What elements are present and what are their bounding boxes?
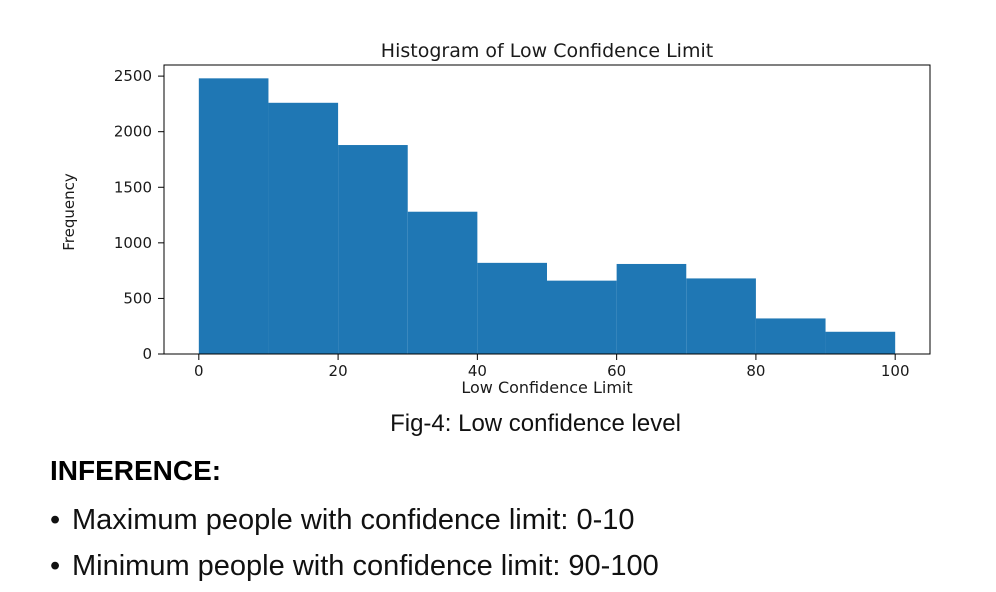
y-tick-label: 1500	[114, 178, 152, 196]
x-tick-label: 100	[881, 362, 910, 380]
y-axis-ticks: 0 500 1000 1500 2000 2500	[114, 67, 164, 363]
y-tick-label: 0	[142, 345, 152, 363]
inference-text: Maximum people with confidence limit: 0-…	[72, 504, 635, 536]
histogram-bars	[198, 78, 896, 355]
inference-text: Minimum people with confidence limit: 90…	[72, 550, 659, 582]
y-axis-label: Frequency	[60, 173, 78, 251]
histogram-bar	[547, 280, 617, 354]
x-tick-label: 0	[194, 362, 204, 380]
chart-title: Histogram of Low Confidence Limit	[381, 40, 713, 62]
histogram-bar	[616, 263, 687, 354]
bullet-glyph: •	[50, 550, 61, 582]
histogram-bar	[268, 102, 339, 355]
histogram-bar	[407, 211, 478, 354]
histogram-bar	[686, 278, 756, 354]
plot-frame	[163, 64, 931, 355]
histogram-bar	[825, 331, 896, 354]
figure-caption: Fig-4: Low confidence level	[390, 410, 681, 437]
x-tick-label: 40	[468, 362, 487, 380]
bullet-glyph: •	[50, 504, 61, 536]
y-tick-label: 2000	[114, 123, 152, 141]
y-tick-label: 2500	[114, 67, 152, 85]
histogram-bar	[338, 145, 408, 354]
y-tick-label: 500	[123, 289, 152, 307]
y-tick-label: 1000	[114, 234, 152, 252]
inference-item-minimum: • Minimum people with confidence limit: 9…	[50, 546, 659, 592]
inference-item-maximum: • Maximum people with confidence limit: 0…	[50, 500, 659, 546]
x-axis-ticks: 0 20 40 60 80 100	[194, 354, 910, 380]
x-tick-label: 60	[607, 362, 626, 380]
x-tick-label: 80	[746, 362, 765, 380]
histogram-chart: Histogram of Low Confidence Limit Freque…	[60, 40, 931, 397]
histogram-bar	[198, 78, 269, 354]
x-tick-label: 20	[329, 362, 348, 380]
inference-list: • Maximum people with confidence limit: 0…	[50, 500, 659, 592]
histogram-bar	[477, 262, 547, 354]
x-axis-label: Low Confidence Limit	[461, 378, 632, 397]
inference-heading: INFERENCE:	[50, 455, 222, 486]
histogram-bar	[755, 318, 826, 354]
